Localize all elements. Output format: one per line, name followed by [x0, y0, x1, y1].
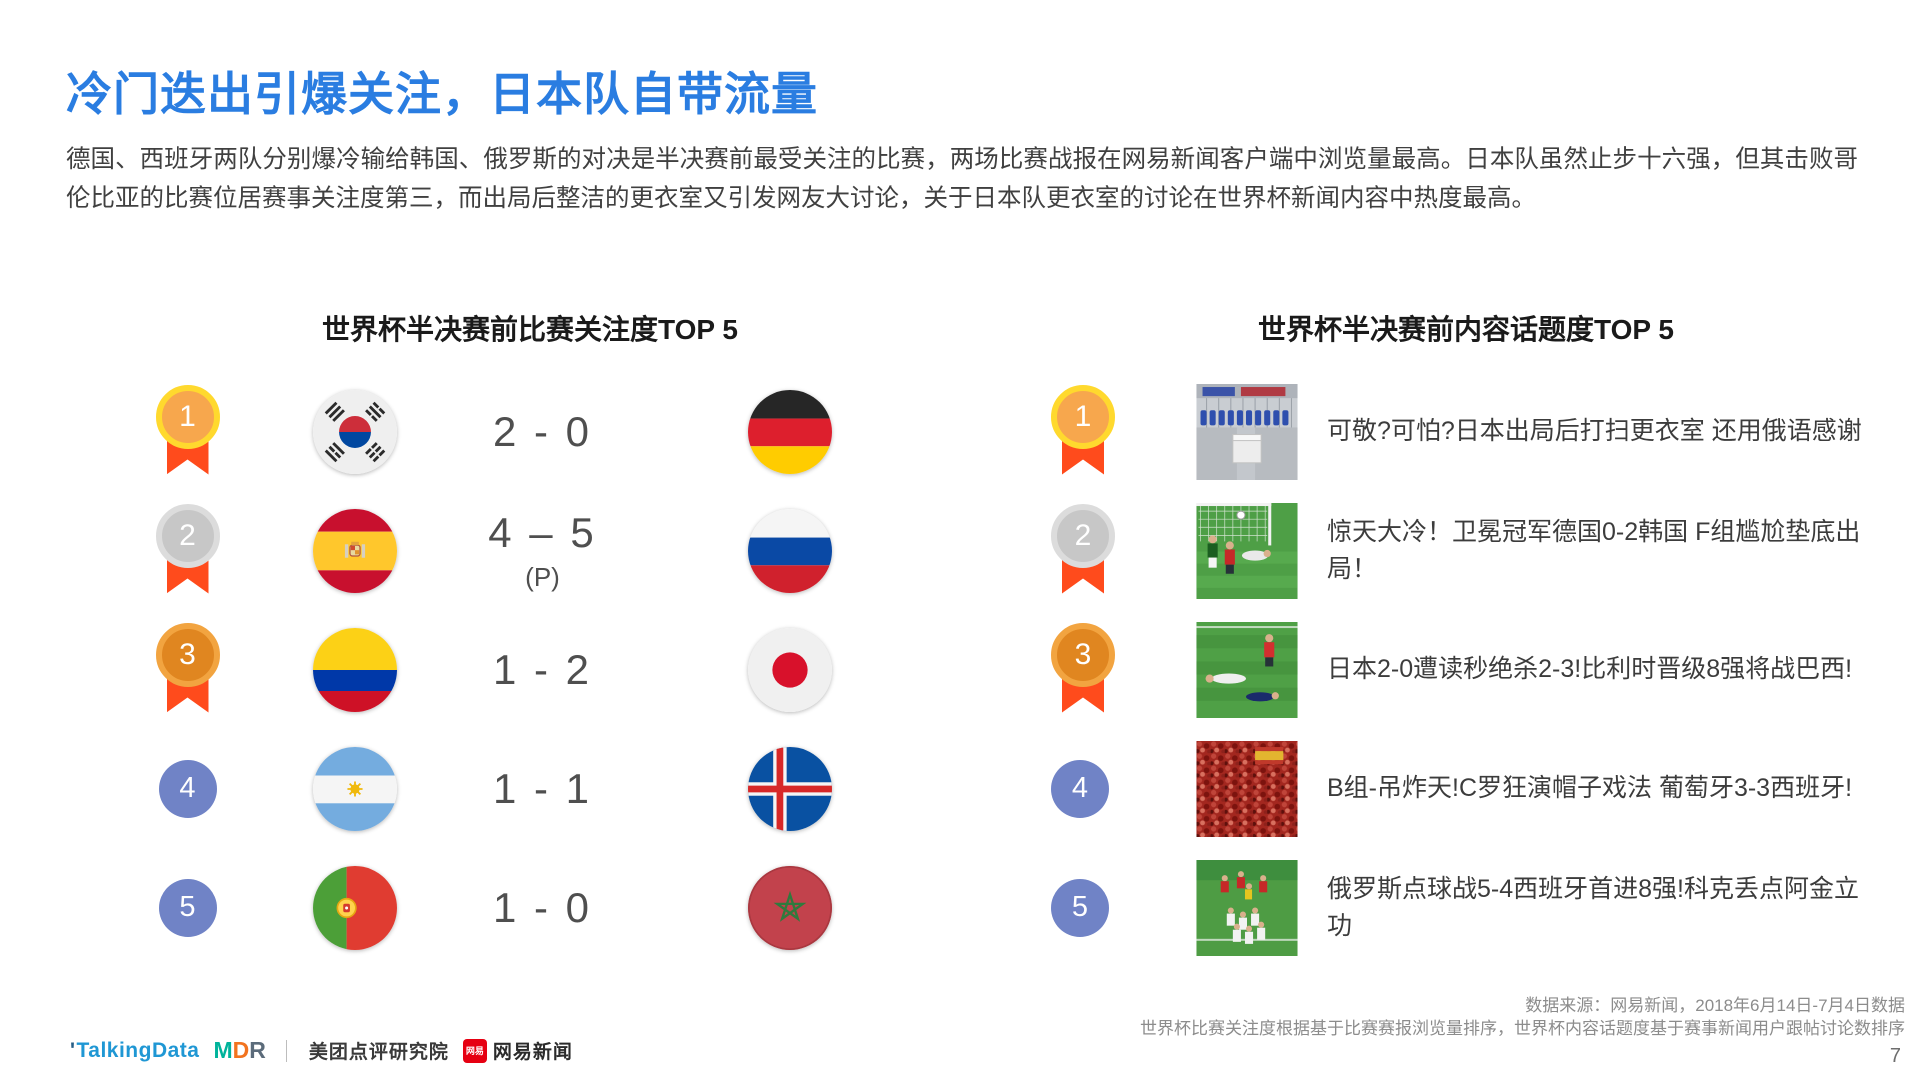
news-row-5: 5 俄罗斯点球战5-4西班牙首进8强!科克丢点阿金立功 — [1051, 848, 1891, 967]
news-ranking-list: 1 可敬?可怕?日本出局后打扫更衣室 还用俄语感谢 2 — [1051, 372, 1891, 967]
team-celebration-photo — [1195, 859, 1299, 956]
iceland-flag-icon — [748, 746, 832, 831]
rank-3-medal-icon: 3 — [1051, 622, 1115, 717]
fans-crowd-photo — [1195, 740, 1299, 837]
match-row-5: 5 1 - 0 — [100, 848, 940, 967]
spain-flag-icon — [313, 508, 397, 593]
source-line-2: 世界杯比赛关注度根据基于比赛赛报浏览量排序，世界杯内容话题度基于赛事新闻用户跟帖… — [1140, 1019, 1905, 1038]
left-section-title: 世界杯半决赛前比赛关注度TOP 5 — [322, 314, 738, 345]
match-row-3: 3 1 - 2 — [100, 610, 940, 729]
portugal-flag-icon — [313, 865, 397, 950]
match-row-4: 4 1 - 1 — [100, 729, 940, 848]
score-4: 1 - 1 — [492, 764, 593, 812]
right-section-title: 世界杯半决赛前内容话题度TOP 5 — [1258, 314, 1674, 345]
rank-number: 1 — [1074, 399, 1092, 433]
rank-5-badge: 5 — [158, 878, 217, 937]
score-1: 2 - 0 — [492, 407, 593, 455]
meituan-research-logo: 美团点评研究院 — [308, 1042, 449, 1063]
rank-5-badge: 5 — [1051, 878, 1109, 937]
locker-room-photo — [1195, 383, 1299, 480]
russia-flag-icon — [748, 508, 832, 593]
footer-logos: TalkingData MDR 美团点评研究院 网易 网易新闻 — [70, 1037, 573, 1064]
netease-badge-icon: 网易 — [462, 1038, 487, 1063]
rank-number: 3 — [179, 637, 196, 671]
rank-number: 3 — [1074, 637, 1092, 671]
intro-paragraph: 德国、西班牙两队分别爆冷输给韩国、俄罗斯的对决是半决赛前最受关注的比赛，两场比赛… — [66, 146, 1858, 212]
page-number: 7 — [1889, 1045, 1901, 1067]
rank-number: 2 — [1074, 518, 1092, 552]
news-title: 惊天大冷！卫冕冠军德国0-2韩国 F组尴尬垫底出局！ — [1327, 517, 1861, 583]
news-row-2: 2 惊天大冷！卫冕冠军德国0-2韩国 F组尴尬垫底出局！ — [1051, 491, 1891, 610]
south-korea-flag-icon — [313, 389, 397, 474]
rank-4-badge: 4 — [1051, 759, 1109, 818]
match-row-1: 1 2 - 0 — [100, 372, 940, 491]
rank-number: 2 — [179, 518, 196, 552]
news-title: 日本2-0遭读秒绝杀2-3!比利时晋级8强将战巴西! — [1327, 655, 1853, 683]
penalty-note: (P) — [525, 561, 560, 592]
score-2: 4 – 5 (P) — [488, 508, 597, 592]
news-row-3: 3 日本2-0遭读秒绝杀2-3!比利时晋级8强将战巴西! — [1051, 610, 1891, 729]
news-title: 可敬?可怕?日本出局后打扫更衣室 还用俄语感谢 — [1327, 417, 1862, 445]
germany-flag-icon — [748, 389, 832, 474]
japan-flag-icon — [748, 627, 832, 712]
rank-number: 5 — [179, 891, 196, 923]
players-on-pitch-photo — [1195, 621, 1299, 718]
rank-3-medal-icon: 3 — [155, 622, 220, 717]
match-ranking-list: 1 2 - 0 — [100, 372, 940, 967]
netease-news-logo: 网易 网易新闻 — [462, 1037, 573, 1064]
logo-divider — [285, 1039, 287, 1062]
data-source-note: 数据来源：网易新闻，2018年6月14日-7月4日数据 世界杯比赛关注度根据基于… — [1140, 994, 1905, 1040]
rank-1-medal-icon: 1 — [155, 384, 220, 479]
argentina-flag-icon — [313, 746, 397, 831]
rank-number: 5 — [1071, 891, 1089, 923]
goal-scene-photo — [1195, 502, 1299, 599]
page-title: 冷门迭出引爆关注，日本队自带流量 — [66, 68, 818, 120]
rank-number: 1 — [179, 399, 196, 433]
source-line-1: 数据来源：网易新闻，2018年6月14日-7月4日数据 — [1525, 996, 1905, 1015]
rank-4-badge: 4 — [158, 759, 217, 818]
rank-2-medal-icon: 2 — [155, 503, 220, 598]
rank-1-medal-icon: 1 — [1051, 384, 1115, 479]
score-3: 1 - 2 — [492, 645, 593, 693]
talkingdata-logo: TalkingData — [70, 1039, 199, 1063]
news-row-1: 1 可敬?可怕?日本出局后打扫更衣室 还用俄语感谢 — [1051, 372, 1891, 491]
morocco-flag-icon — [748, 865, 832, 950]
news-row-4: 4 B组-吊炸天!C罗狂演帽子戏法 葡萄牙3-3西班牙! — [1051, 729, 1891, 848]
news-title: 俄罗斯点球战5-4西班牙首进8强!科克丢点阿金立功 — [1327, 874, 1859, 940]
rank-number: 4 — [1071, 772, 1089, 804]
rank-number: 4 — [179, 772, 196, 804]
score-5: 1 - 0 — [492, 883, 593, 931]
match-row-2: 2 4 – 5 (P) — [100, 491, 940, 610]
colombia-flag-icon — [313, 627, 397, 712]
news-title: B组-吊炸天!C罗狂演帽子戏法 葡萄牙3-3西班牙! — [1327, 774, 1853, 802]
rank-2-medal-icon: 2 — [1051, 503, 1115, 598]
